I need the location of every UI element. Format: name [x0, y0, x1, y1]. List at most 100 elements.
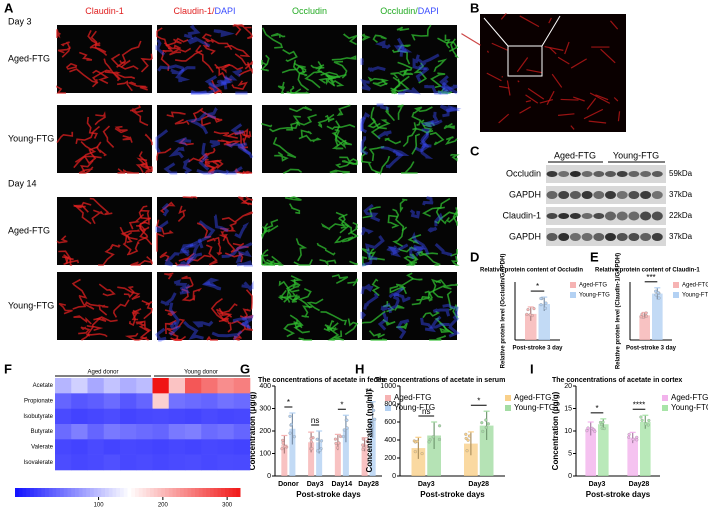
tissue-stain: [365, 235, 385, 258]
tissue-stain: [341, 223, 359, 243]
point: [627, 435, 631, 439]
tissue-stain: [217, 139, 233, 146]
point: [318, 448, 322, 452]
band: [616, 171, 628, 177]
tissue-stain: [461, 33, 481, 46]
heat-cell: [71, 408, 88, 425]
tissue-stain: [360, 136, 369, 156]
y-tick-label: 0: [267, 473, 271, 480]
point: [631, 437, 635, 441]
band: [593, 213, 605, 219]
tissue-stain: [72, 296, 87, 310]
colorbar-step: [86, 488, 91, 497]
bar: [652, 293, 663, 340]
tissue-stain: [119, 59, 131, 68]
tissue-stain: [449, 153, 460, 162]
panel-label: D: [470, 249, 479, 264]
tissue-stain: [377, 312, 389, 331]
tissue-stain: [283, 320, 298, 338]
tissue-stain: [329, 169, 350, 174]
colorbar-step: [15, 488, 20, 497]
tissue-stain: [390, 78, 401, 94]
column-header: Claudin-1: [85, 6, 124, 16]
heat-cell: [185, 408, 202, 425]
point: [601, 420, 605, 424]
tissue-stain: [517, 80, 520, 83]
band: [640, 233, 652, 241]
colorbar-step: [22, 488, 27, 497]
tissue-stain: [60, 41, 71, 50]
colorbar-step: [135, 488, 140, 497]
point: [639, 415, 643, 419]
tissue-stain: [261, 222, 269, 233]
tissue-stain: [241, 280, 254, 292]
tissue-stain: [387, 295, 400, 314]
tissue-stain: [360, 78, 371, 91]
tissue-stain: [289, 85, 302, 94]
bar: [598, 424, 609, 476]
y-tick-label: 5: [568, 450, 572, 457]
tissue-stain: [557, 113, 575, 116]
tissue-stain: [411, 111, 422, 126]
bar: [639, 315, 650, 340]
zoom-box: [507, 45, 543, 77]
legend-label: Young-FTG: [671, 403, 708, 412]
tissue-stain: [370, 119, 391, 140]
tissue-stain: [179, 283, 191, 295]
tissue-stain: [269, 123, 299, 133]
tissue-stain: [368, 330, 385, 339]
tissue-stain: [169, 47, 192, 56]
tissue-stain: [430, 72, 446, 89]
panel-label: B: [470, 0, 479, 15]
point: [464, 436, 468, 440]
day-label: Day 14: [8, 178, 37, 188]
tissue-stain: [156, 219, 174, 235]
blot-size: 22kDa: [669, 211, 693, 220]
heat-cell: [55, 439, 72, 455]
heat-cell: [168, 439, 186, 455]
row-label: Acetate: [33, 383, 54, 389]
point: [481, 429, 485, 433]
heat-cell: [185, 378, 202, 394]
tissue-stain: [122, 135, 133, 143]
tissue-stain: [219, 75, 231, 90]
band: [628, 211, 640, 221]
tissue-stain: [371, 278, 381, 297]
point: [333, 437, 337, 441]
heat-cell: [185, 454, 202, 471]
tissue-stain: [127, 81, 146, 88]
colorbar-step: [71, 488, 76, 497]
significance: ns: [422, 407, 430, 416]
band: [628, 191, 640, 199]
tissue-stain: [164, 309, 178, 317]
tissue-stain: [102, 125, 115, 148]
tissue-stain: [187, 36, 211, 48]
point: [644, 311, 648, 315]
x-tick-label: Day28: [468, 481, 489, 488]
row-label: Aged-FTG: [8, 53, 50, 63]
legend-swatch: [662, 405, 668, 411]
tissue-stain: [214, 63, 232, 81]
heat-cell: [185, 439, 202, 455]
heat-cell: [152, 378, 170, 394]
bar: [316, 442, 323, 476]
tissue-stain: [161, 41, 177, 53]
tissue-stain: [409, 244, 427, 260]
row-label: Valerate: [31, 445, 54, 451]
heat-cell: [55, 408, 72, 425]
tissue-stain: [164, 252, 180, 267]
tissue-stain: [450, 249, 458, 257]
tissue-stain: [385, 149, 404, 169]
point: [544, 301, 548, 305]
y-tick-label: 1000: [380, 383, 396, 390]
y-axis-label: Concentration (ng/ml): [365, 389, 374, 472]
heat-cell: [233, 378, 251, 394]
band: [628, 233, 640, 241]
tissue-stain: [183, 320, 204, 340]
tissue-stain: [202, 277, 220, 287]
tissue-stain: [429, 315, 450, 329]
tissue-stain: [338, 213, 350, 234]
colorbar-step: [210, 488, 215, 497]
point: [316, 449, 320, 453]
point: [585, 429, 589, 433]
